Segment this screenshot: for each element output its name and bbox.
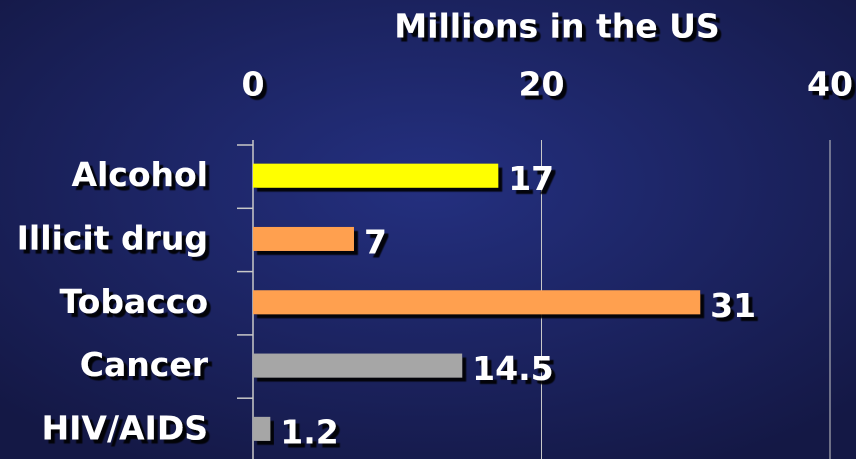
bar — [253, 226, 354, 251]
bar — [253, 353, 463, 378]
x-tick-label: 40 — [807, 65, 853, 104]
x-tick-label: 0 — [242, 65, 265, 104]
bar — [253, 290, 701, 315]
axis-title: Millions in the US — [394, 7, 719, 46]
value-label: 14.5 — [472, 349, 553, 388]
y-tick-label: Cancer — [80, 345, 209, 384]
x-tick-label: 20 — [519, 65, 565, 104]
value-label: 1.2 — [280, 412, 338, 451]
value-label: 31 — [710, 286, 756, 325]
bar — [253, 163, 499, 188]
bar — [253, 416, 271, 441]
y-tick-label: Alcohol — [71, 155, 208, 194]
value-label: 17 — [508, 159, 554, 198]
y-tick-label: HIV/AIDS — [42, 408, 208, 447]
y-tick-label: Illicit drug — [17, 218, 208, 257]
y-tick-label: Tobacco — [60, 282, 208, 321]
value-label: 7 — [364, 222, 387, 261]
